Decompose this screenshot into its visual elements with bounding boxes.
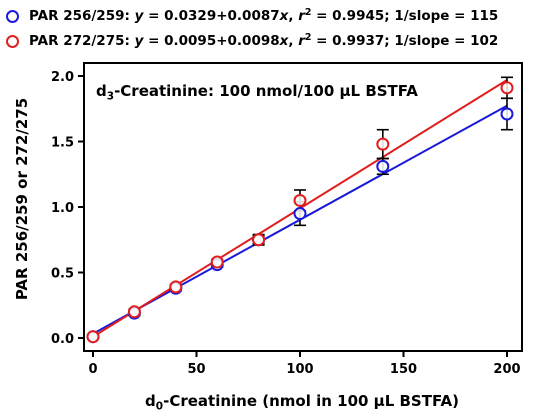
y-tick-label: 1.5 bbox=[51, 136, 74, 151]
legend-marker-blue-circle bbox=[6, 9, 19, 23]
y-axis-label: PAR 256/259 or 272/275 bbox=[13, 97, 31, 301]
x-axis-label: d0-Creatinine (nmol in 100 µL BSTFA) bbox=[145, 392, 459, 413]
data-point bbox=[376, 137, 390, 151]
y-tick-label: 0.5 bbox=[51, 267, 74, 282]
legend-text-par-272-275: PAR 272/275: y = 0.0095+0.0098x, r2 = 0.… bbox=[29, 32, 499, 50]
legend-text-par-256-259: PAR 256/259: y = 0.0329+0.0087x, r2 = 0.… bbox=[29, 7, 499, 25]
chart-annotation: d3-Creatinine: 100 nmol/100 µL BSTFA bbox=[96, 82, 418, 103]
x-tick-label: 0 bbox=[88, 362, 97, 377]
data-point bbox=[500, 107, 514, 121]
x-tick-label: 50 bbox=[187, 362, 205, 377]
x-tick-label: 100 bbox=[286, 362, 313, 377]
x-tick-label: 150 bbox=[390, 362, 417, 377]
data-point bbox=[500, 81, 514, 95]
data-point bbox=[293, 193, 307, 207]
x-tick-label: 200 bbox=[493, 362, 520, 377]
y-tick-label: 0.0 bbox=[51, 332, 74, 347]
data-point bbox=[169, 280, 183, 294]
legend-marker-red-circle bbox=[6, 34, 19, 48]
data-point bbox=[210, 255, 224, 269]
data-point bbox=[252, 233, 266, 247]
data-point bbox=[127, 305, 141, 319]
legend-entry-par-272-275: PAR 272/275: y = 0.0095+0.0098x, r2 = 0.… bbox=[6, 31, 498, 51]
y-tick-label: 1.0 bbox=[51, 201, 74, 216]
legend-entry-par-256-259: PAR 256/259: y = 0.0329+0.0087x, r2 = 0.… bbox=[6, 6, 498, 26]
y-tick-label: 2.0 bbox=[51, 70, 74, 85]
data-point bbox=[86, 330, 100, 344]
data-point bbox=[376, 159, 390, 173]
data-point bbox=[293, 207, 307, 221]
